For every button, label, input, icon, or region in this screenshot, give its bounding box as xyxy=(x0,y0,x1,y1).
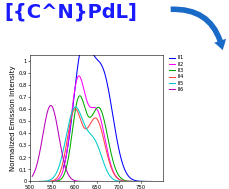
II2 xyxy=(90,106,93,109)
II4 xyxy=(101,133,103,136)
II3 xyxy=(79,95,82,98)
II4 xyxy=(74,108,76,110)
II1 xyxy=(126,174,129,177)
II4 xyxy=(108,164,111,166)
II6 xyxy=(49,104,52,107)
II4 xyxy=(122,180,125,182)
II5 xyxy=(74,106,76,108)
II2 xyxy=(132,180,135,183)
II6 xyxy=(31,175,33,177)
II6 xyxy=(40,142,43,144)
Line: II2: II2 xyxy=(47,76,134,181)
Legend: II1, II2, II3, II4, II5, II6: II1, II2, II3, II4, II5, II6 xyxy=(168,55,183,93)
II5 xyxy=(123,180,126,183)
II5 xyxy=(99,155,102,157)
II1 xyxy=(110,111,113,113)
II3 xyxy=(66,161,69,163)
Line: II3: II3 xyxy=(48,96,144,181)
II6 xyxy=(99,180,102,183)
Line: II6: II6 xyxy=(32,105,101,181)
II1 xyxy=(150,180,153,183)
Y-axis label: Normalized Emission Intensity: Normalized Emission Intensity xyxy=(10,65,16,171)
II2 xyxy=(90,106,93,109)
II6 xyxy=(93,180,96,183)
II1 xyxy=(73,87,76,89)
II2 xyxy=(71,102,74,105)
II1 xyxy=(95,58,98,61)
II2 xyxy=(63,161,66,163)
Line: II5: II5 xyxy=(39,107,125,181)
II3 xyxy=(47,180,50,183)
II3 xyxy=(78,95,81,97)
II5 xyxy=(62,146,65,148)
II4 xyxy=(130,180,133,183)
II4 xyxy=(37,180,40,183)
II1 xyxy=(147,180,150,183)
II6 xyxy=(41,135,44,137)
II6 xyxy=(59,146,62,148)
II3 xyxy=(131,180,134,183)
II4 xyxy=(42,180,44,183)
II3 xyxy=(123,179,126,182)
II3 xyxy=(110,157,113,159)
II3 xyxy=(143,180,145,183)
Line: II1: II1 xyxy=(63,40,152,181)
Text: [{C^N}PdL]: [{C^N}PdL] xyxy=(5,3,137,22)
II1 xyxy=(62,167,64,169)
II5 xyxy=(81,119,84,122)
II4 xyxy=(71,111,74,113)
II2 xyxy=(88,106,91,108)
II5 xyxy=(55,172,57,175)
II4 xyxy=(63,156,65,158)
II2 xyxy=(108,161,111,163)
II2 xyxy=(46,180,49,183)
Line: II4: II4 xyxy=(39,109,132,181)
II3 xyxy=(68,147,71,149)
II1 xyxy=(83,39,86,41)
II1 xyxy=(128,176,131,179)
II5 xyxy=(37,180,40,183)
II6 xyxy=(62,160,65,163)
II2 xyxy=(77,75,80,77)
II5 xyxy=(81,120,84,122)
II5 xyxy=(79,115,82,117)
II6 xyxy=(68,175,71,178)
